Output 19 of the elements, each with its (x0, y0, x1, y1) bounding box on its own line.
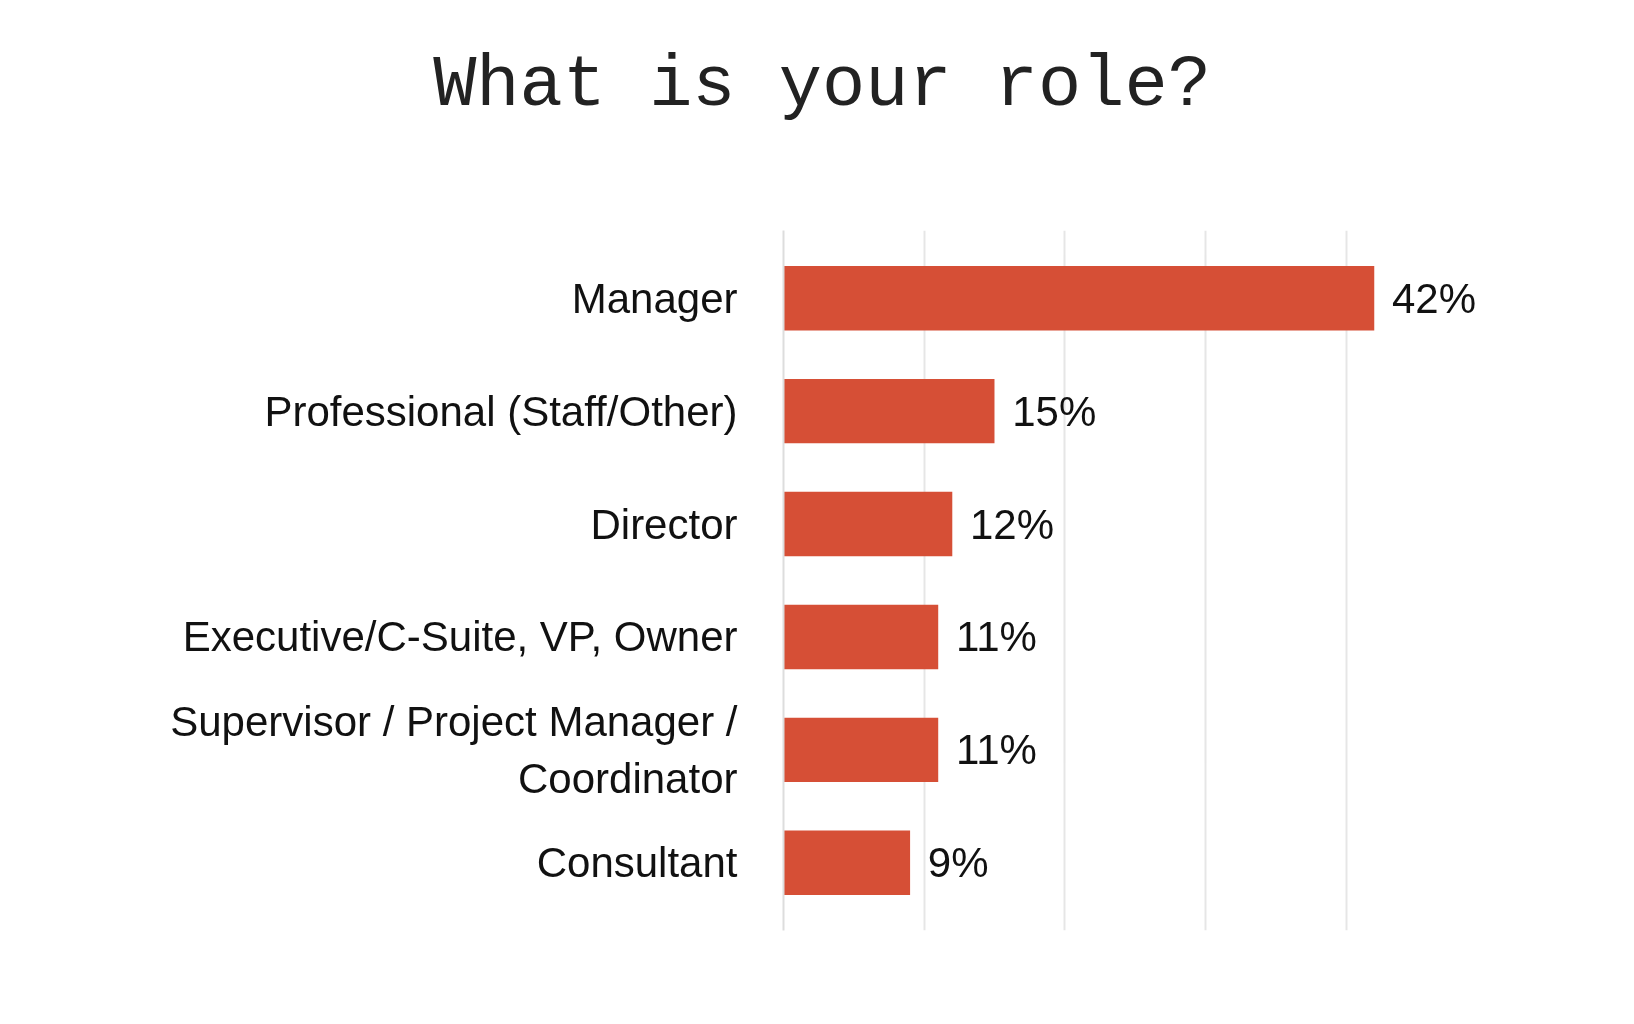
y-tick-label: Director (590, 500, 738, 548)
y-tick-label: Professional (Staff/Other) (264, 387, 738, 435)
data-label: 15% (1012, 387, 1097, 435)
chart-title: What is your role? (433, 44, 1211, 129)
bar (783, 604, 939, 670)
bar (783, 491, 953, 557)
y-tick-label: Executive/C-Suite, VP, Owner (182, 613, 738, 661)
bar (783, 266, 1375, 331)
bar (783, 378, 995, 444)
data-label: 9% (927, 839, 989, 887)
bar (783, 717, 939, 783)
data-label: 11% (955, 726, 1037, 774)
data-label: 11% (955, 613, 1037, 661)
y-tick-label: Supervisor / Project Manager / Coordinator (170, 698, 738, 802)
y-tick-label: Consultant (536, 839, 738, 887)
data-label: 42% (1391, 274, 1477, 322)
bar (783, 830, 911, 895)
data-label: 12% (970, 500, 1055, 548)
y-tick-label: Manager (571, 274, 738, 322)
